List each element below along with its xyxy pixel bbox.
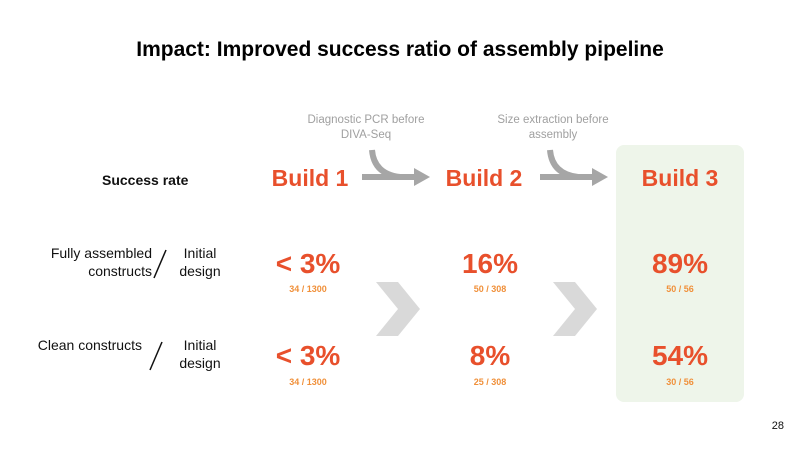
fraction-r2-b1: 34 / 1300 [289,377,327,387]
fraction-r1-b2: 50 / 308 [473,284,507,294]
merge-arrow-icon [540,149,608,186]
row-header: Success rate [102,172,189,188]
divider-slash [153,249,167,279]
slide-title: Impact: Improved success ratio of assemb… [136,38,664,61]
note-size-extraction: Size extraction before assembly [497,114,609,141]
build-2: Build 2 [445,165,523,191]
chevron-right-icon [553,282,597,336]
value-r1-b3: 89% [651,248,709,279]
fraction-r1-b3: 50 / 56 [666,284,694,294]
build-3: Build 3 [641,165,719,191]
fraction-r2-b2: 25 / 308 [473,377,507,387]
row-1-numerator: Fully assembled constructs [50,245,152,279]
build-3-highlight [616,145,744,402]
value-r1-b2: 16% [461,248,519,279]
row-2-denominator: Initial design [179,337,221,371]
build-1: Build 1 [271,165,349,191]
value-r2-b2: 8% [469,340,511,371]
divider-slash [149,341,163,371]
page-number: 28 [771,420,784,432]
value-r1-b1: < 3% [275,248,341,279]
note-diagnostic-pcr: Diagnostic PCR before DIVA-Seq [307,114,425,141]
row-1-denominator: Initial design [179,245,221,279]
merge-arrow-icon [362,149,430,186]
value-r2-b1: < 3% [275,340,341,371]
fraction-r1-b1: 34 / 1300 [289,284,327,294]
chevron-right-icon [376,282,420,336]
row-2-numerator: Clean constructs [37,337,142,353]
fraction-r2-b3: 30 / 56 [666,377,694,387]
value-r2-b3: 54% [651,340,709,371]
